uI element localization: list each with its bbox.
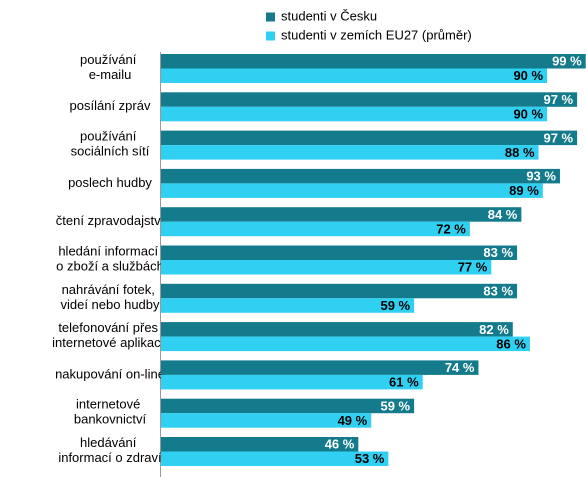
value-label: 53 % xyxy=(355,451,385,466)
bar xyxy=(161,437,359,452)
value-label: 97 % xyxy=(543,130,573,145)
category-label: používání sociálních sítí xyxy=(71,129,150,159)
value-label: 90 % xyxy=(513,68,543,83)
bar xyxy=(161,221,470,237)
category-label: čtení zpravodajství xyxy=(56,213,165,228)
value-label: 88 % xyxy=(505,145,535,160)
legend-label: studenti v zemích EU27 (průměr) xyxy=(281,27,472,42)
bar xyxy=(161,283,518,299)
bar xyxy=(161,145,539,160)
bar xyxy=(161,54,586,69)
value-label: 82 % xyxy=(479,322,509,337)
legend-swatch xyxy=(266,31,275,41)
bar xyxy=(161,451,389,466)
bar xyxy=(161,260,492,275)
value-label: 99 % xyxy=(552,54,582,69)
bar xyxy=(161,245,518,260)
value-label: 61 % xyxy=(389,375,419,390)
value-label: 74 % xyxy=(445,360,475,375)
category-label: poslech hudby xyxy=(68,175,152,190)
bar xyxy=(161,374,423,390)
bar xyxy=(161,298,415,313)
category-label: hledávání informací o zdraví xyxy=(58,435,162,465)
bar xyxy=(161,207,522,222)
category-label: telefonování přes internetové aplikace xyxy=(52,321,168,351)
category-label: používání e-mailu xyxy=(80,52,140,82)
value-label: 83 % xyxy=(483,245,513,260)
legend-label: studenti v Česku xyxy=(281,8,377,23)
bar xyxy=(161,92,578,107)
value-label: 46 % xyxy=(325,437,355,452)
bar xyxy=(161,68,548,83)
bar xyxy=(161,168,560,184)
bar xyxy=(161,130,578,146)
value-label: 89 % xyxy=(509,183,539,198)
value-label: 83 % xyxy=(483,283,513,298)
bar xyxy=(161,336,530,352)
bar xyxy=(161,322,513,337)
bar xyxy=(161,398,415,414)
bar xyxy=(161,183,543,198)
value-label: 90 % xyxy=(513,106,543,121)
category-label: internetové bankovnictví xyxy=(74,397,147,427)
value-label: 72 % xyxy=(436,221,466,236)
category-label: hledání informací o zboží a službách xyxy=(56,244,164,274)
category-label: nakupování on-line xyxy=(55,366,165,381)
value-label: 59 % xyxy=(380,298,410,313)
bar xyxy=(161,413,372,428)
value-label: 49 % xyxy=(338,413,368,428)
value-label: 97 % xyxy=(543,92,573,107)
value-label: 59 % xyxy=(380,398,410,413)
bar xyxy=(161,106,548,122)
legend-swatch xyxy=(266,12,275,22)
value-label: 93 % xyxy=(526,169,556,184)
category-label: posílání zpráv xyxy=(70,98,151,113)
value-label: 77 % xyxy=(458,260,488,275)
value-label: 84 % xyxy=(488,207,518,222)
category-label: nahrávání fotek, videí nebo hudby xyxy=(60,282,160,312)
bar xyxy=(161,360,479,375)
value-label: 86 % xyxy=(496,336,526,351)
